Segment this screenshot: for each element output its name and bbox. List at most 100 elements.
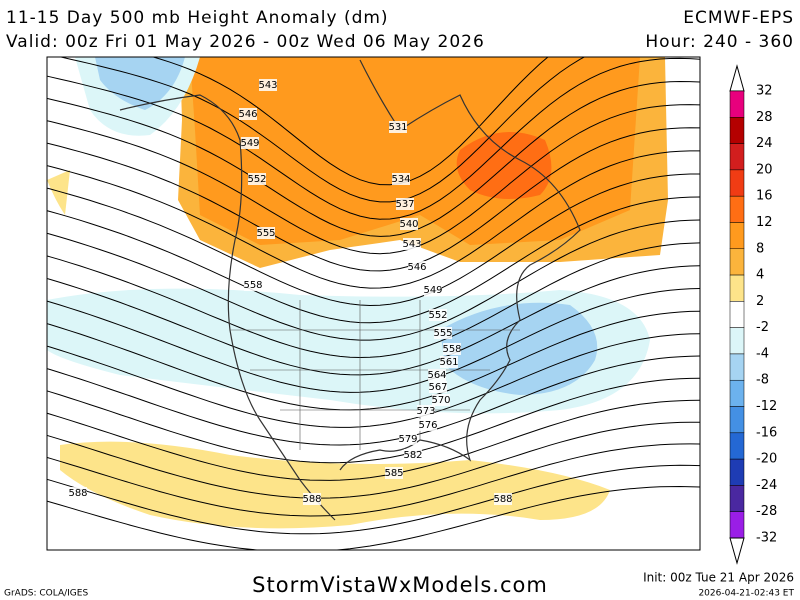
colorbar-swatch (729, 458, 745, 486)
colorbar-swatch (729, 117, 745, 144)
contour-label: 555 (433, 328, 452, 339)
contour-label: 552 (247, 174, 266, 185)
contour-label-bg (259, 79, 277, 91)
contour-line (58, 57, 586, 203)
colorbar-swatch (729, 274, 745, 302)
contour-label-bg (303, 493, 321, 505)
contour-label: 534 (391, 174, 410, 185)
contour-label-bg (494, 493, 512, 505)
map: 543 546 549 552 555 558 531 534 537 540 543 546 549 5… (47, 57, 700, 550)
positive-anomaly (190, 57, 640, 245)
title: 11-15 Day 500 mb Height Anomaly (dm) (6, 8, 389, 28)
contour-line (47, 196, 700, 324)
colorbar-label: 32 (756, 84, 773, 99)
colorbar-label: 28 (756, 110, 773, 125)
colorbar-label: -2 (756, 320, 769, 335)
contour-label-bg (417, 405, 435, 417)
colorbar-swatch (729, 511, 745, 539)
contour-label-bg (392, 173, 410, 185)
contour-line (47, 104, 700, 255)
contour-line (47, 173, 700, 307)
contour-label: 588 (302, 494, 321, 505)
contour-line (47, 443, 700, 517)
contour-line (47, 80, 700, 237)
contour-label: 537 (395, 199, 414, 210)
colorbar-swatch (729, 327, 745, 355)
contour-line (47, 242, 700, 359)
contour-label: 567 (428, 382, 447, 393)
contour-label-bg (241, 137, 259, 149)
contour-label: 552 (428, 310, 447, 321)
contour-label-bg (408, 261, 426, 273)
colorbar-label: 12 (756, 215, 773, 230)
contour-label: 543 (402, 239, 421, 250)
init-time: Init: 00z Tue 21 Apr 2026 (643, 571, 794, 585)
colorbar-swatch (729, 432, 745, 460)
contour-label: 564 (427, 370, 446, 381)
colorbar-label: 24 (756, 136, 773, 151)
forecast-hour: Hour: 240 - 360 (645, 32, 794, 52)
contour-label: 543 (258, 80, 277, 91)
contour-label-bg (424, 284, 442, 296)
timestamp: 2026-04-21-02:43 ET (698, 589, 794, 599)
contour-label: 549 (423, 285, 442, 296)
state-borders (230, 300, 520, 450)
contour-line (47, 219, 700, 341)
contour-label: 561 (439, 357, 458, 368)
colorbar-label: -32 (756, 531, 777, 546)
colorbar-label: 16 (756, 189, 773, 204)
contour-label-bg (399, 433, 417, 445)
contour-line (47, 150, 700, 289)
contour-line (47, 57, 700, 220)
west-coast (119, 94, 336, 521)
height-contours (47, 57, 700, 550)
contour-label-bg (432, 394, 450, 406)
contour-label: 576 (418, 420, 437, 431)
colorbar-swatch (729, 169, 745, 197)
colorbar-label: -28 (756, 504, 777, 519)
colorbar-label: -12 (756, 399, 777, 414)
coastlines (119, 59, 581, 521)
colorbar-label: 4 (756, 268, 764, 283)
negative-anomaly (440, 302, 598, 395)
contour-label: 588 (493, 494, 512, 505)
colorbar-swatch (729, 248, 745, 276)
contour-label: 573 (416, 406, 435, 417)
contour-label-bg (239, 108, 257, 120)
contour-labels: 543 546 549 552 555 558 531 534 537 540 543 546 549 5… (68, 79, 513, 505)
site: StormVistaWxModels.com (252, 573, 548, 597)
contour-line (47, 464, 700, 535)
model: ECMWF-EPS (683, 8, 794, 28)
contour-label: 555 (256, 228, 275, 239)
colorbar-swatch (729, 222, 745, 250)
contour-label: 588 (68, 488, 87, 499)
contour-line (47, 310, 700, 411)
strong-positive-anomaly (456, 132, 552, 199)
contour-label-bg (403, 238, 421, 250)
colorbar-label: -4 (756, 346, 769, 361)
colorbar-swatch (729, 195, 745, 223)
contour-line (47, 127, 700, 272)
contour-label-bg (385, 467, 403, 479)
colorbar-swatch (729, 353, 745, 381)
contour-label-bg (428, 369, 446, 381)
colorbar-cap (729, 64, 745, 92)
colorbar-label: -20 (756, 452, 777, 467)
colorbar-label: 2 (756, 294, 764, 309)
colorbar-swatch (729, 379, 745, 407)
contour-label-bg (443, 343, 461, 355)
colorbar-swatch (729, 90, 745, 118)
colorbar-label: 20 (756, 162, 773, 177)
contour-label-bg (429, 309, 447, 321)
contour-label: 549 (240, 138, 259, 149)
contour-label: 546 (407, 262, 426, 273)
colorbar-swatch (729, 143, 745, 171)
contour-line (151, 57, 549, 186)
contour-label: 546 (238, 109, 257, 120)
contour-label-bg (69, 487, 87, 499)
contour-line (47, 265, 700, 376)
contour-line (47, 421, 700, 499)
contour-label: 570 (431, 395, 450, 406)
